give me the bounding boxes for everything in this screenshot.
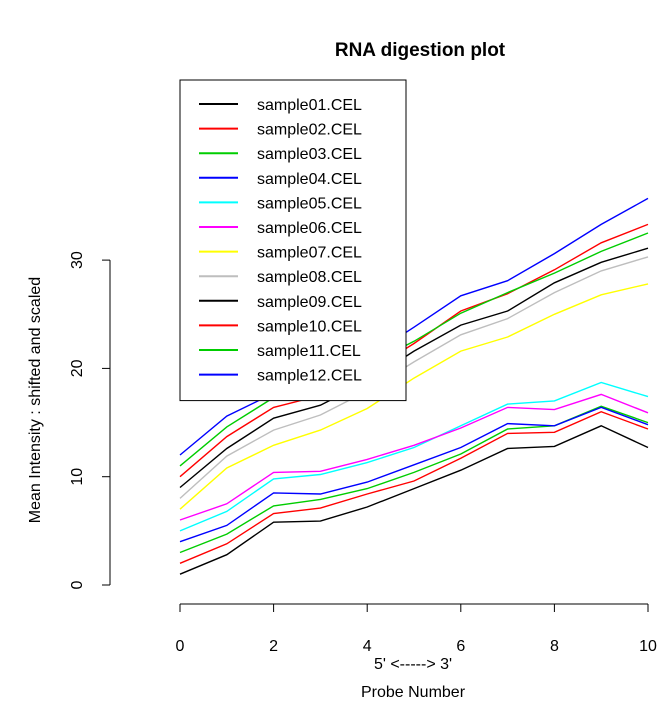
series-line-8 — [179, 256, 649, 499]
legend-label: sample04.CEL — [257, 171, 362, 188]
x-tick-label: 6 — [456, 638, 465, 655]
legend-label: sample06.CEL — [257, 220, 362, 237]
x-tick-label: 10 — [639, 638, 657, 655]
series-line-9 — [179, 247, 649, 489]
legend-label: sample07.CEL — [257, 245, 362, 262]
legend: sample01.CEL sample02.CEL sample03.CEL samp… — [179, 79, 407, 402]
y-axis-label: Mean Intensity : shifted and scaled — [27, 277, 44, 523]
x-tick-label: 4 — [363, 638, 372, 655]
y-tick-label: 10 — [69, 468, 86, 486]
legend-label: sample08.CEL — [257, 269, 362, 286]
legend-box — [179, 79, 407, 402]
series-line-11 — [179, 232, 649, 467]
y-axis: 0 10 20 30 — [69, 251, 111, 589]
x-tick-label: 8 — [550, 638, 559, 655]
series-line-1 — [179, 425, 649, 575]
series-line-3 — [179, 405, 649, 554]
legend-label: sample09.CEL — [257, 294, 362, 311]
x-axis-label-direction: 5' <-----> 3' — [374, 656, 452, 673]
y-tick-label: 30 — [69, 251, 86, 269]
legend-label: sample10.CEL — [257, 318, 362, 335]
legend-label: sample02.CEL — [257, 122, 362, 139]
x-tick-label: 2 — [269, 638, 278, 655]
legend-label: sample11.CEL — [257, 343, 361, 360]
x-axis: 0 2 4 6 8 10 — [176, 603, 657, 655]
y-tick-label: 20 — [69, 359, 86, 377]
series-line-4 — [179, 406, 649, 543]
series-line-2 — [179, 410, 649, 564]
x-axis-label: Probe Number — [361, 684, 466, 701]
legend-label: sample05.CEL — [257, 195, 362, 212]
y-tick-label: 0 — [69, 580, 86, 589]
chart-title: RNA digestion plot — [335, 40, 506, 61]
series-line-7 — [179, 283, 649, 510]
series-line-6 — [179, 393, 649, 521]
series-line-10 — [179, 223, 649, 478]
legend-label: sample03.CEL — [257, 146, 362, 163]
x-tick-label: 0 — [176, 638, 185, 655]
series-line-5 — [179, 381, 649, 532]
legend-label: sample12.CEL — [257, 368, 362, 385]
legend-label: sample01.CEL — [257, 97, 362, 114]
